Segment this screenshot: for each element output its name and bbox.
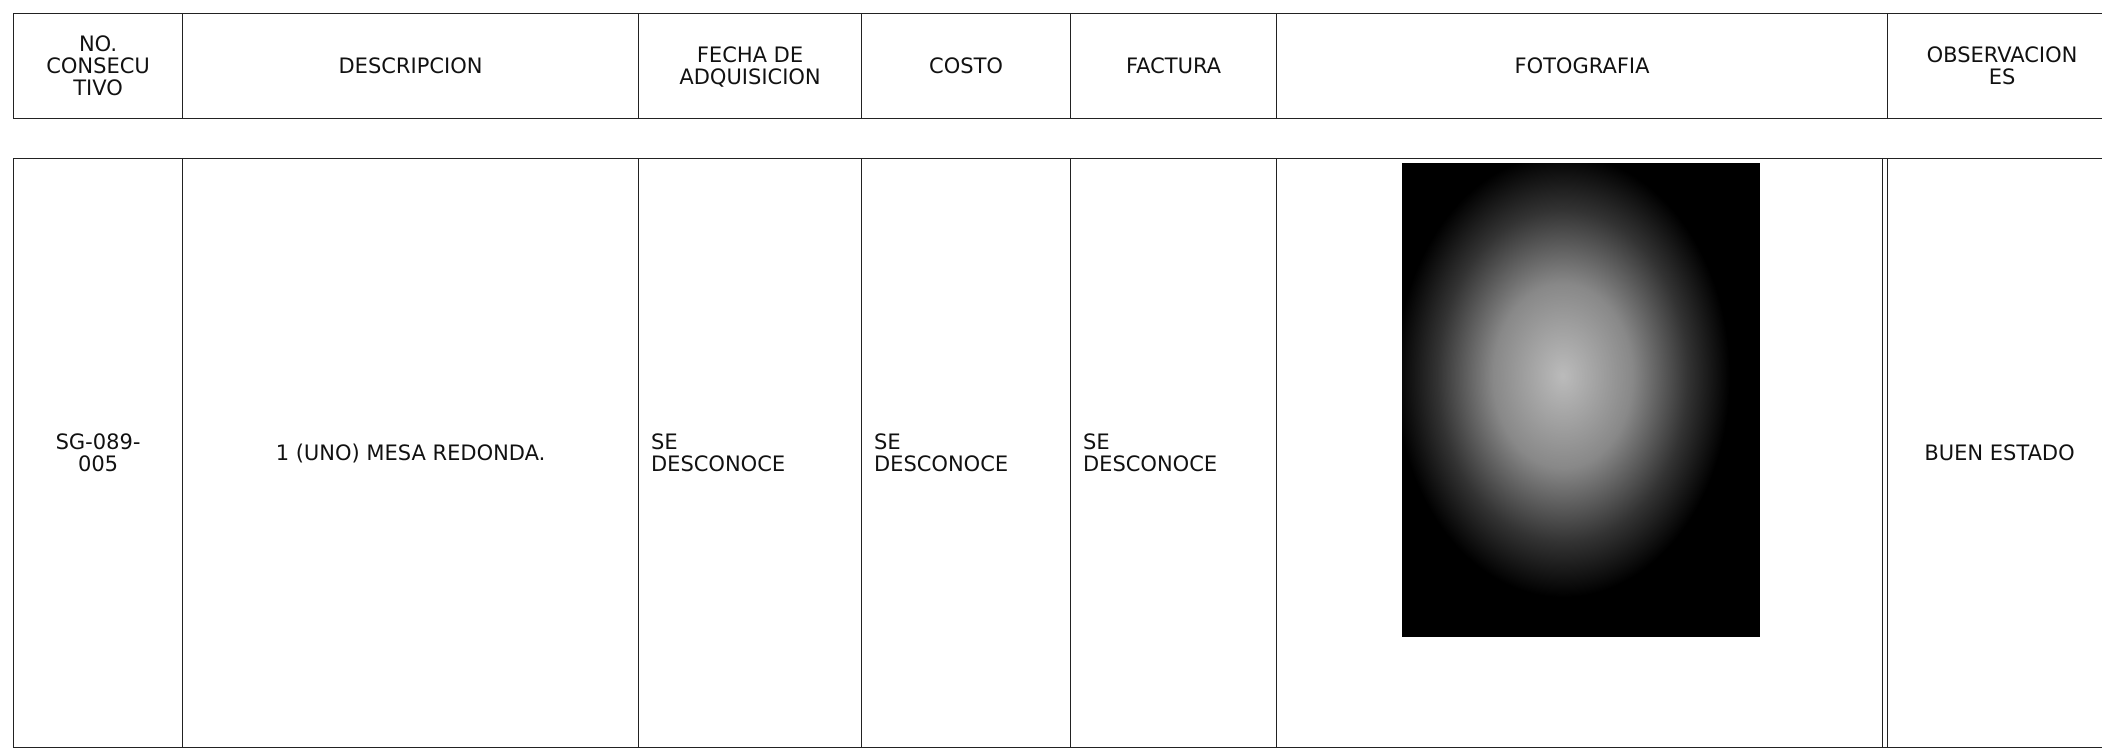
header-cell: FOTOGRAFIA — [1276, 13, 1888, 119]
row-cell: BUEN ESTADO — [1882, 158, 2102, 748]
row-cell: SE DESCONOCE — [861, 158, 1071, 748]
header-cell: COSTO — [861, 13, 1071, 119]
row-cell: SE DESCONOCE — [1070, 158, 1277, 748]
header-cell: OBSERVACION ES — [1887, 13, 2102, 119]
row-cell: SG-089- 005 — [13, 158, 183, 748]
header-cell: FECHA DE ADQUISICION — [638, 13, 862, 119]
row-cell: SE DESCONOCE — [638, 158, 862, 748]
row-cell: 1 (UNO) MESA REDONDA. — [182, 158, 639, 748]
header-cell: DESCRIPCION — [182, 13, 639, 119]
header-cell: NO. CONSECU TIVO — [13, 13, 183, 119]
page: NO. CONSECU TIVO DESCRIPCION FECHA DE AD… — [13, 13, 2102, 748]
photo — [1402, 163, 1760, 637]
header-cell: FACTURA — [1070, 13, 1277, 119]
